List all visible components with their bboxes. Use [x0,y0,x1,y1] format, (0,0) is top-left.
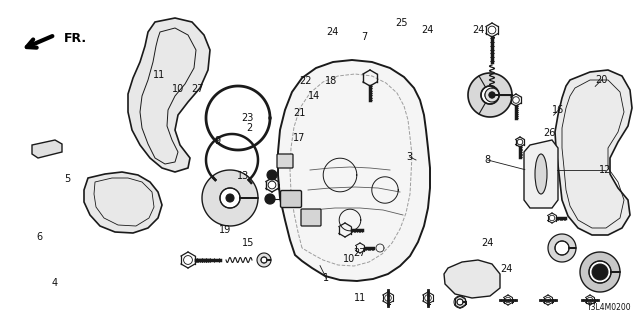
FancyBboxPatch shape [301,209,321,226]
Text: 26: 26 [543,128,556,138]
Circle shape [329,134,341,146]
Text: 13: 13 [237,171,250,181]
Text: 23: 23 [241,113,253,124]
Circle shape [580,170,600,190]
Polygon shape [548,234,576,262]
Circle shape [226,194,234,202]
Circle shape [291,213,305,227]
Text: 3: 3 [406,152,413,162]
Text: 10: 10 [342,254,355,264]
Polygon shape [84,172,162,233]
Text: 16: 16 [552,105,564,116]
Circle shape [315,231,325,241]
Circle shape [299,205,309,215]
Text: 21: 21 [293,108,306,118]
Text: 24: 24 [326,27,339,37]
Circle shape [464,272,480,288]
Text: 25: 25 [396,18,408,28]
Text: 27: 27 [191,84,204,94]
Text: 6: 6 [36,232,43,242]
Polygon shape [372,240,388,256]
Circle shape [592,264,608,280]
Text: 5: 5 [64,174,70,184]
Circle shape [382,136,394,148]
Text: 10: 10 [172,84,184,94]
Text: 7: 7 [362,32,368,42]
Circle shape [322,250,338,266]
Text: 4: 4 [51,278,58,288]
Polygon shape [202,170,258,226]
Circle shape [265,194,275,204]
Text: 20: 20 [595,75,608,85]
Text: 1: 1 [323,273,330,284]
Circle shape [295,177,305,187]
Text: 27: 27 [353,248,366,258]
Polygon shape [454,296,466,308]
Text: FR.: FR. [64,31,87,44]
Text: 11: 11 [152,70,165,80]
Circle shape [340,239,350,249]
Text: 17: 17 [293,132,306,143]
Circle shape [485,90,495,100]
Polygon shape [580,252,620,292]
Circle shape [586,99,604,117]
Text: 24: 24 [481,238,494,248]
FancyBboxPatch shape [277,154,293,168]
Text: 22: 22 [300,76,312,86]
Text: 24: 24 [500,264,513,274]
Polygon shape [555,70,632,235]
Circle shape [383,98,397,112]
Circle shape [281,157,289,165]
Polygon shape [128,18,210,172]
Circle shape [307,214,315,222]
Text: 24: 24 [472,25,485,36]
Text: 24: 24 [421,25,434,36]
Text: T3L4M0200: T3L4M0200 [588,303,632,312]
Circle shape [403,190,413,200]
Circle shape [584,194,596,206]
Circle shape [112,195,132,215]
Circle shape [166,24,178,36]
Polygon shape [363,168,407,212]
Polygon shape [257,253,271,267]
Circle shape [401,163,411,173]
Text: 11: 11 [353,292,366,303]
Circle shape [332,100,348,116]
Ellipse shape [535,154,547,194]
Circle shape [267,170,277,180]
Circle shape [363,255,377,269]
Polygon shape [278,60,430,281]
Circle shape [367,235,377,245]
Polygon shape [312,147,368,203]
Circle shape [390,217,400,227]
Circle shape [407,140,423,156]
Polygon shape [485,88,499,102]
Circle shape [356,132,368,144]
Text: 2: 2 [246,123,253,133]
Polygon shape [444,260,500,298]
Circle shape [397,232,413,248]
Text: 12: 12 [598,164,611,175]
Text: 15: 15 [242,238,255,248]
Text: 19: 19 [219,225,232,236]
Polygon shape [32,140,62,158]
Circle shape [411,191,425,205]
Text: 9: 9 [214,136,221,146]
Circle shape [281,168,295,182]
Text: 14: 14 [307,91,320,101]
Polygon shape [524,140,558,208]
Polygon shape [332,202,368,238]
Polygon shape [468,73,512,117]
Text: 8: 8 [484,155,491,165]
FancyBboxPatch shape [280,190,301,207]
Text: 18: 18 [325,76,338,86]
